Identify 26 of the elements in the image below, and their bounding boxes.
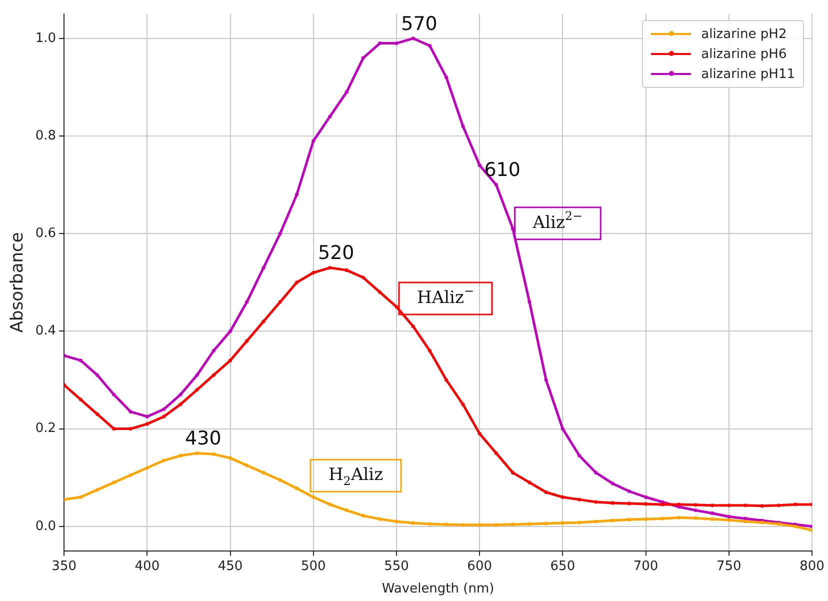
legend-label: alizarine pH6 [701,46,787,62]
x-tick-label: 600 [467,558,492,574]
x-tick-label: 800 [800,558,824,574]
y-axis-title: Absorbance [8,232,28,333]
x-tick-label: 450 [218,558,243,574]
x-tick-label: 700 [633,558,658,574]
x-tick-label: 350 [52,558,76,574]
x-tick-label: 750 [716,558,742,574]
x-tick-label: 500 [300,558,326,574]
y-tick-label: 0.0 [35,518,56,534]
y-tick-label: 1.0 [35,30,56,46]
annotation: 570 [401,12,438,35]
y-tick-label: 0.6 [35,226,56,241]
annotation: 610 [484,159,520,182]
y-tick-label: 0.2 [35,421,56,436]
annotation: 520 [318,242,354,264]
annotation: 430 [185,428,222,450]
x-tick-label: 650 [550,558,576,574]
x-axis-title: Wavelength (nm) [382,582,494,597]
x-tick-label: 550 [384,558,409,574]
legend-label: alizarine pH2 [701,26,787,42]
y-tick-label: 0.8 [35,128,56,144]
annotation: HAliz− [417,284,474,308]
x-tick-label: 400 [134,558,160,574]
legend-label: alizarine pH11 [701,66,795,82]
y-tick-label: 0.4 [35,324,56,339]
